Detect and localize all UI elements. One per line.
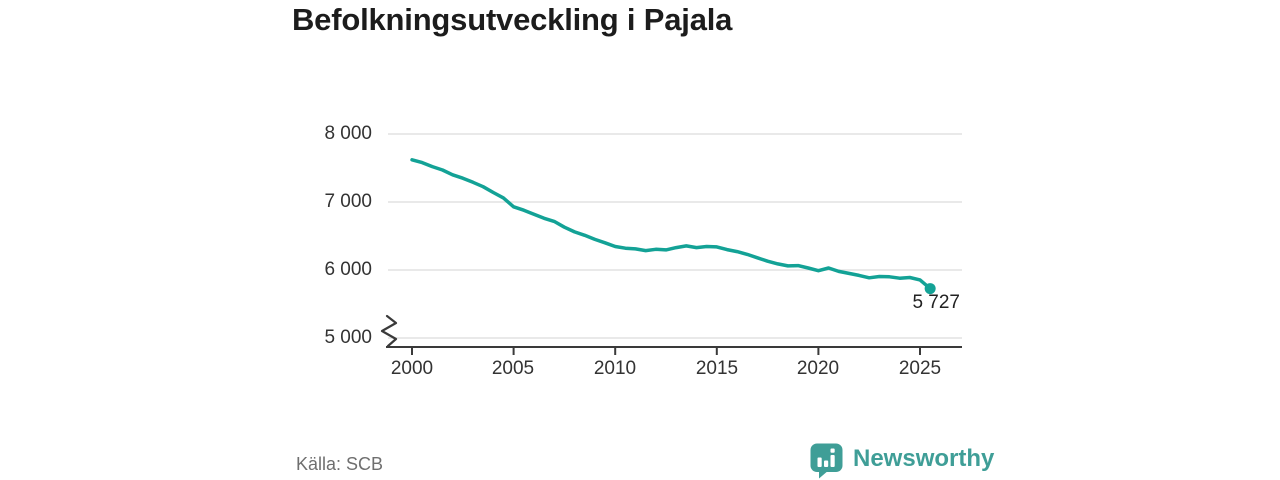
- y-tick-label-6000: 6 000: [324, 259, 372, 280]
- newsworthy-logo-icon: [810, 443, 843, 479]
- x-tick-label-2005: 2005: [491, 358, 535, 379]
- y-tick-label-8000: 8 000: [324, 123, 372, 144]
- x-tick-label-2020: 2020: [796, 358, 840, 379]
- population-series-line: [410, 158, 932, 291]
- newsworthy-brand: Newsworthy: [810, 443, 994, 479]
- page-title: Befolkningsutveckling i Pajala: [292, 2, 733, 37]
- newsworthy-wordmark: Newsworthy: [853, 445, 995, 472]
- y-tick-label-5000: 5 000: [324, 327, 372, 348]
- series-end-dot: [924, 283, 936, 295]
- axis-break-icon: [380, 314, 398, 348]
- x-tick-label-2010: 2010: [593, 358, 637, 379]
- x-tick-label-2025: 2025: [898, 358, 942, 379]
- x-tick-label-2000: 2000: [390, 358, 434, 379]
- x-tick-label-2015: 2015: [695, 358, 739, 379]
- source-credit: Källa: SCB: [296, 454, 384, 474]
- last-value-label: 5 727: [912, 292, 960, 313]
- y-tick-label-7000: 7 000: [324, 191, 372, 212]
